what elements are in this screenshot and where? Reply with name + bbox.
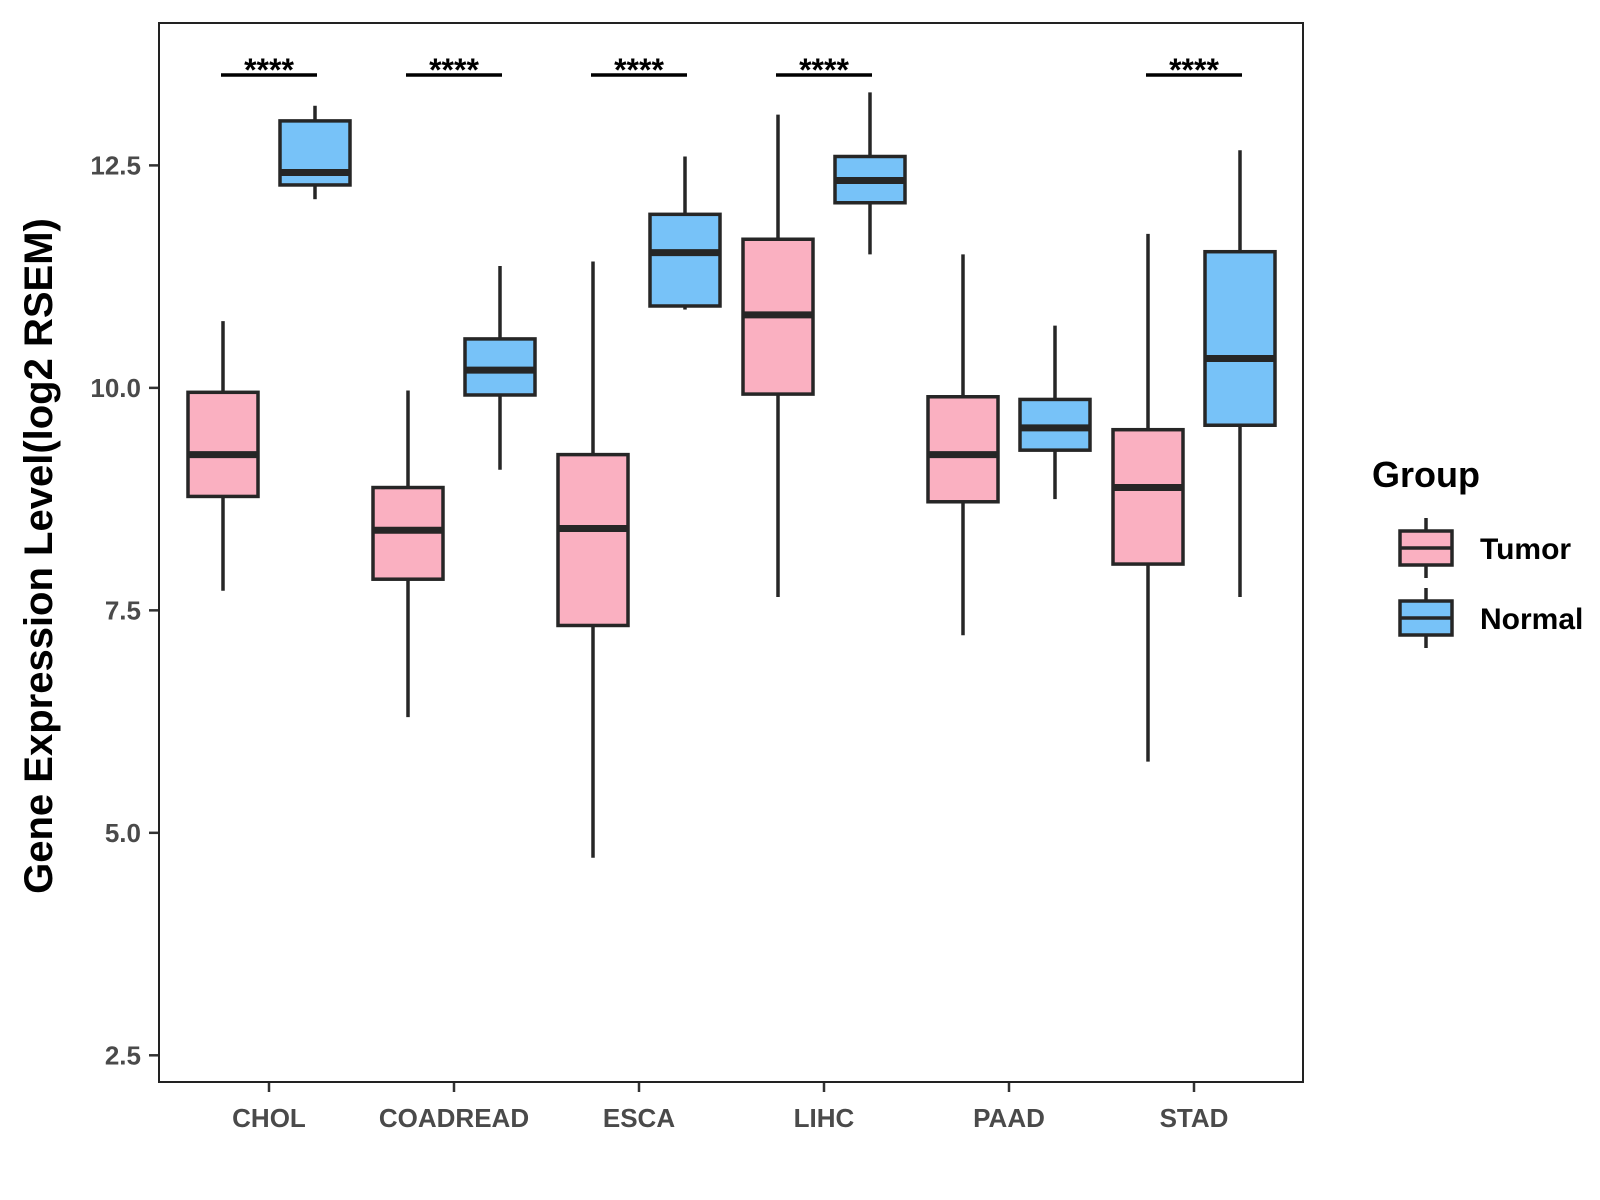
box-body <box>926 395 1000 504</box>
significance-label: **** <box>1169 52 1219 88</box>
y-axis-title: Gene Expression Level(log2 RSEM) <box>17 218 61 894</box>
box-series <box>186 92 1277 858</box>
box-normal-esca <box>648 156 722 310</box>
box-body <box>186 390 260 499</box>
panel-border <box>158 22 1304 1083</box>
box-tumor-coadread <box>371 390 445 718</box>
box-body <box>1203 249 1277 427</box>
x-tick-label: LIHC <box>794 1103 855 1133</box>
significance-label: **** <box>799 52 849 88</box>
legend: Group Tumor Normal <box>1372 454 1583 648</box>
significance-label: **** <box>244 52 294 88</box>
box-normal-paad <box>1018 325 1092 500</box>
legend-entries: Tumor Normal <box>1398 518 1583 648</box>
x-axis: CHOL COADREAD ESCA LIHC PAAD STAD <box>232 1082 1228 1133</box>
box-body <box>556 452 630 628</box>
box-normal-coadread <box>463 265 537 470</box>
significance-annotations: **** **** **** **** **** <box>221 52 1242 88</box>
legend-entry-tumor: Tumor <box>1398 518 1571 578</box>
y-tick-label: 10.0 <box>90 373 141 403</box>
y-tick-label: 5.0 <box>105 818 141 848</box>
significance-label: **** <box>614 52 664 88</box>
x-tick-label: STAD <box>1160 1103 1229 1133</box>
box-body <box>648 212 722 308</box>
y-tick-label: 7.5 <box>105 595 141 625</box>
box-tumor-chol <box>186 321 260 591</box>
box-normal-stad <box>1203 150 1277 597</box>
legend-label: Normal <box>1480 603 1583 636</box>
box-tumor-esca <box>556 261 630 858</box>
significance-label: **** <box>429 52 479 88</box>
legend-title: Group <box>1372 454 1480 495</box>
x-tick-label: COADREAD <box>379 1103 529 1133</box>
y-tick-label: 2.5 <box>105 1040 141 1070</box>
x-tick-label: CHOL <box>232 1103 306 1133</box>
box-body <box>1111 427 1185 566</box>
legend-label: Tumor <box>1480 533 1571 566</box>
y-axis: 2.5 5.0 7.5 10.0 12.5 <box>90 150 159 1070</box>
box-normal-chol <box>278 105 352 200</box>
legend-entry-normal: Normal <box>1398 588 1583 648</box>
box-tumor-lihc <box>741 114 815 597</box>
x-tick-label: PAAD <box>973 1103 1045 1133</box>
y-tick-label: 12.5 <box>90 150 141 180</box>
box-tumor-stad <box>1111 233 1185 762</box>
x-tick-label: ESCA <box>603 1103 675 1133</box>
box-normal-lihc <box>833 92 907 255</box>
box-tumor-paad <box>926 254 1000 636</box>
